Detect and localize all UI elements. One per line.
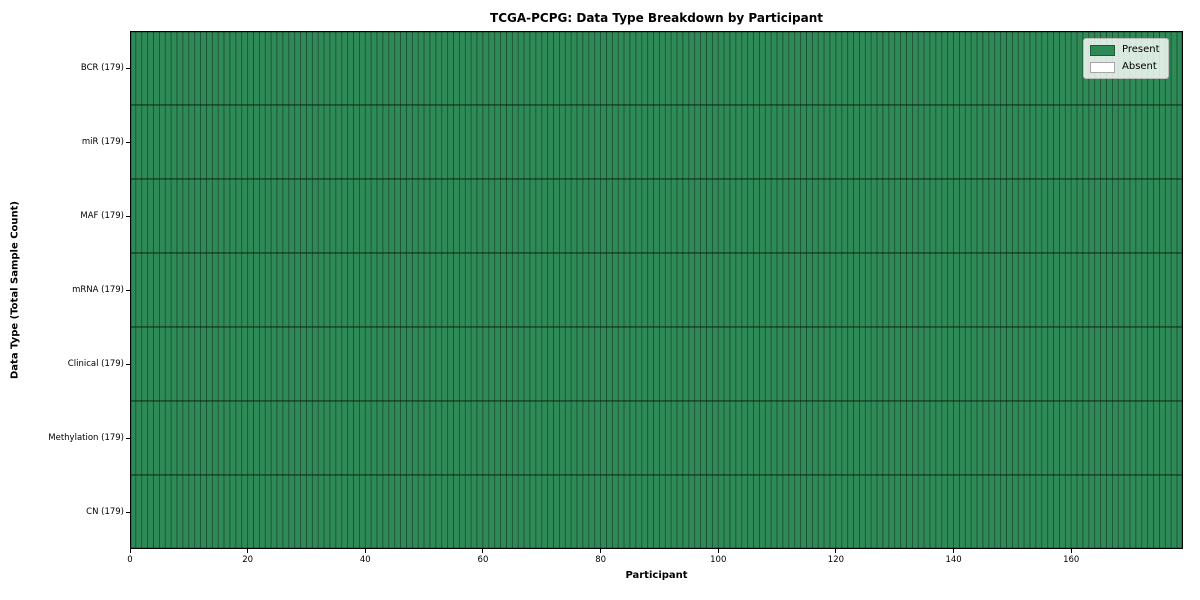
xtick-mark [953, 549, 955, 553]
legend-item-absent: Absent [1090, 61, 1160, 73]
x-axis-label: Participant [625, 570, 688, 581]
legend-label-absent: Absent [1122, 61, 1157, 72]
absent-swatch [1090, 61, 1115, 73]
xtick-mark [129, 549, 131, 553]
legend-item-present: Present [1090, 44, 1160, 56]
xtick-mark [247, 549, 249, 553]
xtick-label-100: 100 [710, 555, 727, 565]
ytick-label-Methylation: Methylation (179) [48, 433, 124, 443]
ytick-label-miR: miR (179) [81, 137, 124, 147]
xtick-label-160: 160 [1063, 555, 1080, 565]
xtick-mark [364, 549, 366, 553]
xtick-label-60: 60 [477, 555, 489, 565]
plot-area [130, 31, 1183, 549]
ytick-label-Clinical: Clinical (179) [67, 359, 124, 369]
legend: Present Absent [1083, 38, 1169, 79]
xtick-label-140: 140 [945, 555, 962, 565]
xtick-mark [1070, 549, 1072, 553]
ytick-mark [126, 215, 130, 217]
xtick-mark [600, 549, 602, 553]
present-swatch [1090, 44, 1115, 56]
ytick-mark [126, 437, 130, 439]
ytick-label-BCR: BCR (179) [80, 63, 124, 73]
legend-label-present: Present [1122, 44, 1160, 55]
xtick-mark [482, 549, 484, 553]
ytick-label-mRNA: mRNA (179) [72, 285, 124, 295]
ytick-mark [126, 141, 130, 143]
ytick-mark [126, 67, 130, 69]
xtick-label-120: 120 [827, 555, 845, 565]
ytick-mark [126, 511, 130, 513]
cells-svg [130, 31, 1183, 549]
xtick-label-0: 0 [127, 555, 133, 565]
ytick-mark [126, 363, 130, 365]
chart-title: TCGA-PCPG: Data Type Breakdown by Partic… [490, 11, 823, 25]
ytick-label-CN: CN (179) [86, 507, 124, 517]
ytick-label-MAF: MAF (179) [80, 211, 124, 221]
ytick-mark [126, 289, 130, 291]
xtick-label-40: 40 [359, 555, 371, 565]
xtick-label-20: 20 [242, 555, 254, 565]
xtick-mark [835, 549, 837, 553]
xtick-label-80: 80 [595, 555, 607, 565]
xtick-mark [717, 549, 719, 553]
